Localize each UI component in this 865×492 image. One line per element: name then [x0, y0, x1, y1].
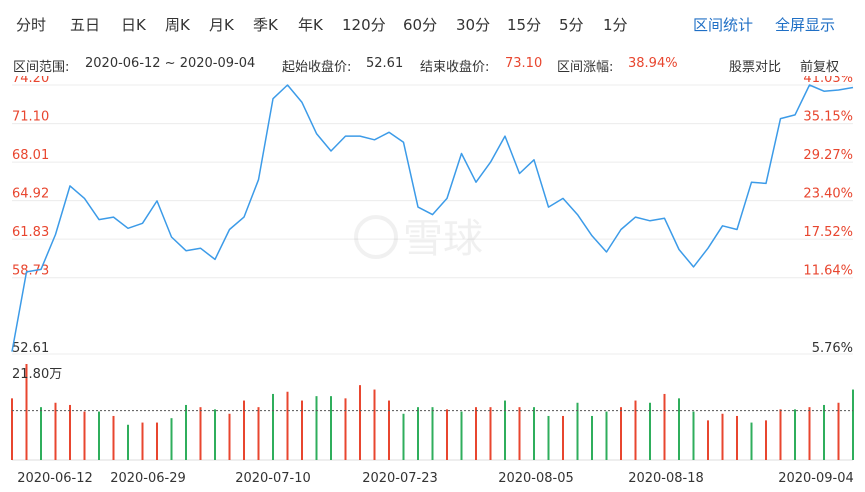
tab-30[interactable]: 30分 — [456, 16, 491, 34]
volume-max-label: 21.80万 — [12, 367, 62, 382]
start-price-label: 起始收盘价: — [282, 60, 352, 75]
end-price-value: 73.10 — [505, 56, 543, 71]
tab-wuri[interactable]: 五日 — [70, 16, 101, 34]
y-right-tick-label: 23.40% — [803, 187, 853, 202]
x-tick-label: 2020-06-29 — [110, 471, 186, 486]
range-label: 区间范围: — [13, 60, 70, 75]
y-right-tick-label: 35.15% — [803, 110, 853, 125]
y-left-tick-label: 68.01 — [12, 148, 49, 163]
tab-60[interactable]: 60分 — [403, 16, 438, 34]
y-right-tick-label: 17.52% — [803, 225, 853, 240]
y-left-tick-label: 61.83 — [12, 225, 49, 240]
y-right-tick-label: 29.27% — [803, 148, 853, 163]
volume-bars: 21.80万 — [11, 364, 854, 460]
tab-niank[interactable]: 年K — [298, 16, 323, 34]
x-tick-label: 2020-08-05 — [498, 471, 574, 486]
period-tab-bar: 分时 五日 日K 周K 月K 季K 年K 120分 60分 30分 15分 5分… — [0, 0, 865, 50]
tab-fenshi[interactable]: 分时 — [16, 16, 47, 34]
end-price-label: 结束收盘价: — [420, 60, 490, 75]
tab-1[interactable]: 1分 — [603, 16, 628, 34]
fullscreen-link[interactable]: 全屏显示 — [775, 16, 836, 34]
range-value: 2020-06-12 ~ 2020-09-04 — [85, 56, 256, 71]
y-right-tick-label: 11.64% — [803, 264, 853, 279]
tab-5[interactable]: 5分 — [559, 16, 584, 34]
y-right-tick-label: 5.76% — [812, 341, 853, 356]
x-tick-label: 2020-09-04 — [778, 471, 854, 486]
y-right-tick-label: 41.03% — [803, 76, 853, 86]
xueqiu-watermark: 雪球 — [354, 215, 483, 262]
watermark-logo-icon — [354, 215, 398, 259]
tab-15[interactable]: 15分 — [507, 16, 542, 34]
watermark-text: 雪球 — [403, 216, 483, 262]
range-stats-link[interactable]: 区间统计 — [693, 16, 754, 34]
tab-zhouk[interactable]: 周K — [165, 16, 190, 34]
x-axis: 2020-06-12 2020-06-29 2020-07-10 2020-07-23… — [17, 471, 854, 486]
y-left-tick-label: 64.92 — [12, 187, 49, 202]
x-tick-label: 2020-07-10 — [235, 471, 311, 486]
start-price-value: 52.61 — [366, 56, 404, 71]
change-value: 38.94% — [628, 56, 678, 71]
change-label: 区间涨幅: — [557, 60, 614, 75]
stock-compare-link[interactable]: 股票对比 — [729, 60, 782, 75]
tab-120[interactable]: 120分 — [342, 16, 386, 34]
x-tick-label: 2020-08-18 — [628, 471, 704, 486]
tab-rik[interactable]: 日K — [121, 16, 146, 34]
tab-yuek[interactable]: 月K — [209, 16, 234, 34]
adjust-mode-link[interactable]: 前复权 — [800, 60, 840, 75]
x-tick-label: 2020-06-12 — [17, 471, 93, 486]
tab-jik[interactable]: 季K — [253, 16, 278, 34]
range-info-bar: 区间范围: 2020-06-12 ~ 2020-09-04 起始收盘价: 52.… — [0, 54, 865, 76]
y-left-tick-label: 74.20 — [12, 76, 49, 86]
chart-grid — [12, 84, 853, 461]
y-axis-right: 41.03% 35.15% 29.27% 23.40% 17.52% 11.64% 5.76… — [803, 76, 853, 356]
price-line — [11, 84, 854, 352]
y-left-tick-label: 52.61 — [12, 341, 49, 356]
x-tick-label: 2020-07-23 — [362, 471, 438, 486]
price-line-group — [11, 84, 854, 352]
y-left-tick-label: 71.10 — [12, 110, 49, 125]
